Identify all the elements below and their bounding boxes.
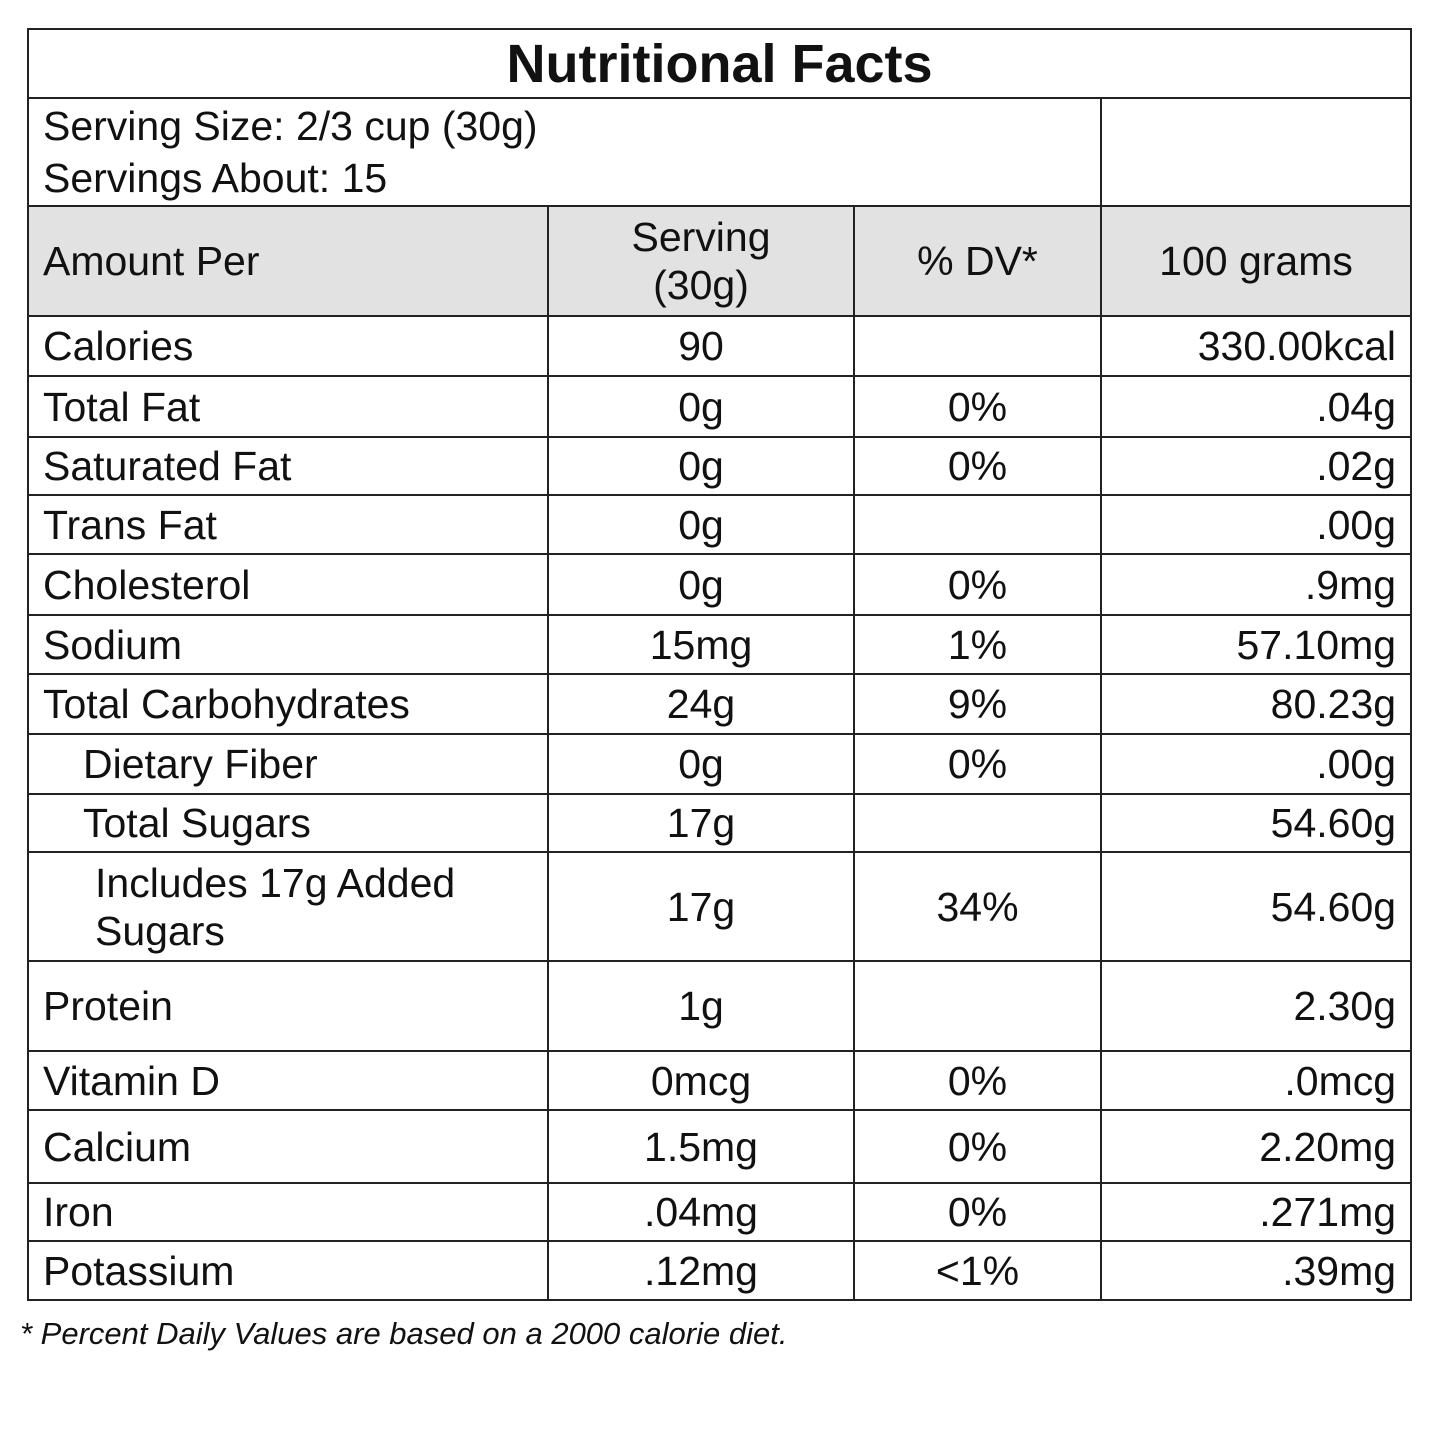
nutrition-table: Nutritional Facts Serving Size: 2/3 cup … xyxy=(26,28,1413,1301)
header-per-100g: 100 grams xyxy=(1099,205,1413,317)
serving-info: Serving Size: 2/3 cup (30g) Servings Abo… xyxy=(27,97,1102,207)
daily-value: 0% xyxy=(853,553,1102,616)
nutrition-facts-label: Nutritional Facts Serving Size: 2/3 cup … xyxy=(26,28,1413,1301)
label-title: Nutritional Facts xyxy=(26,28,1413,99)
nutrient-row: Dietary Fiber 0g 0% .00g xyxy=(27,733,1413,795)
nutrient-name: Vitamin D xyxy=(27,1050,549,1111)
per-100g-amount: .39mg xyxy=(1099,1240,1413,1301)
per-100g-amount: .04g xyxy=(1099,375,1413,438)
daily-value: 0% xyxy=(853,733,1102,795)
nutrient-row: Potassium .12mg <1% .39mg xyxy=(27,1240,1413,1301)
per-100g-amount: .0mcg xyxy=(1099,1050,1413,1111)
daily-value xyxy=(853,960,1102,1052)
daily-value: 9% xyxy=(853,673,1102,735)
serving-info-row: Serving Size: 2/3 cup (30g) Servings Abo… xyxy=(27,97,1413,207)
per-100g-amount: 54.60g xyxy=(1099,793,1413,853)
serving-amount: 15mg xyxy=(547,614,855,675)
serving-amount: 0g xyxy=(547,375,855,438)
per-100g-amount: .00g xyxy=(1099,494,1413,555)
nutrient-row: Cholesterol 0g 0% .9mg xyxy=(27,553,1413,616)
per-100g-amount: 54.60g xyxy=(1099,851,1413,962)
nutrient-name: Calcium xyxy=(27,1109,549,1184)
nutrient-name: Calories xyxy=(27,315,549,377)
title-row: Nutritional Facts xyxy=(26,28,1413,99)
nutrient-row: Iron .04mg 0% .271mg xyxy=(27,1182,1413,1242)
serving-size: Serving Size: 2/3 cup (30g) xyxy=(43,103,538,149)
daily-value xyxy=(853,793,1102,853)
serving-amount: 17g xyxy=(547,793,855,853)
nutrient-name: Includes 17g Added Sugars xyxy=(27,851,549,962)
per-100g-amount: 2.20mg xyxy=(1099,1109,1413,1184)
servings-about: Servings About: 15 xyxy=(43,155,388,201)
daily-value: <1% xyxy=(853,1240,1102,1301)
serving-amount: 0mcg xyxy=(547,1050,855,1111)
footnote: * Percent Daily Values are based on a 20… xyxy=(20,1316,788,1351)
serving-amount: .12mg xyxy=(547,1240,855,1301)
header-dv: % DV* xyxy=(853,205,1102,317)
serving-amount: 24g xyxy=(547,673,855,735)
nutrient-row: Vitamin D 0mcg 0% .0mcg xyxy=(27,1050,1413,1111)
serving-amount: 1g xyxy=(547,960,855,1052)
daily-value: 0% xyxy=(853,1109,1102,1184)
nutrient-row: Calcium 1.5mg 0% 2.20mg xyxy=(27,1109,1413,1184)
nutrient-name: Trans Fat xyxy=(27,494,549,555)
per-100g-amount: .9mg xyxy=(1099,553,1413,616)
daily-value: 0% xyxy=(853,1050,1102,1111)
nutrient-name: Potassium xyxy=(27,1240,549,1301)
serving-amount: 0g xyxy=(547,436,855,496)
nutrient-row: Protein 1g 2.30g xyxy=(27,960,1413,1052)
serving-amount: .04mg xyxy=(547,1182,855,1242)
daily-value xyxy=(853,315,1102,377)
header-serving-line1: Serving xyxy=(631,214,771,260)
nutrient-name: Dietary Fiber xyxy=(27,733,549,795)
nutrient-name: Total Carbohydrates xyxy=(27,673,549,735)
nutrient-name: Saturated Fat xyxy=(27,436,549,496)
nutrient-row: Total Fat 0g 0% .04g xyxy=(27,375,1413,438)
nutrient-row: Trans Fat 0g .00g xyxy=(27,494,1413,555)
nutrient-row: Calories 90 330.00kcal xyxy=(27,315,1413,377)
nutrient-row: Includes 17g Added Sugars 17g 34% 54.60g xyxy=(27,851,1413,962)
per-100g-amount: .02g xyxy=(1099,436,1413,496)
daily-value: 0% xyxy=(853,375,1102,438)
serving-amount: 0g xyxy=(547,553,855,616)
nutrient-name: Iron xyxy=(27,1182,549,1242)
daily-value: 1% xyxy=(853,614,1102,675)
header-row: Amount Per Serving (30g) % DV* 100 grams xyxy=(27,205,1413,317)
serving-amount: 0g xyxy=(547,733,855,795)
nutrient-name: Total Sugars xyxy=(27,793,549,853)
nutrient-row: Total Carbohydrates 24g 9% 80.23g xyxy=(27,673,1413,735)
serving-amount: 0g xyxy=(547,494,855,555)
header-amount-per: Amount Per xyxy=(27,205,549,317)
daily-value: 0% xyxy=(853,1182,1102,1242)
per-100g-amount: 330.00kcal xyxy=(1099,315,1413,377)
header-serving: Serving (30g) xyxy=(547,205,855,317)
daily-value: 34% xyxy=(853,851,1102,962)
per-100g-amount: 2.30g xyxy=(1099,960,1413,1052)
nutrient-row: Saturated Fat 0g 0% .02g xyxy=(27,436,1413,496)
nutrient-name: Protein xyxy=(27,960,549,1052)
per-100g-amount: .271mg xyxy=(1099,1182,1413,1242)
serving-amount: 1.5mg xyxy=(547,1109,855,1184)
per-100g-amount: .00g xyxy=(1099,733,1413,795)
header-serving-line2: (30g) xyxy=(653,262,749,308)
serving-amount: 90 xyxy=(547,315,855,377)
per-100g-amount: 80.23g xyxy=(1099,673,1413,735)
nutrient-name: Total Fat xyxy=(27,375,549,438)
nutrient-row: Sodium 15mg 1% 57.10mg xyxy=(27,614,1413,675)
empty-cell xyxy=(1099,97,1413,207)
daily-value xyxy=(853,494,1102,555)
serving-amount: 17g xyxy=(547,851,855,962)
daily-value: 0% xyxy=(853,436,1102,496)
nutrient-name: Cholesterol xyxy=(27,553,549,616)
per-100g-amount: 57.10mg xyxy=(1099,614,1413,675)
nutrient-row: Total Sugars 17g 54.60g xyxy=(27,793,1413,853)
nutrient-name: Sodium xyxy=(27,614,549,675)
